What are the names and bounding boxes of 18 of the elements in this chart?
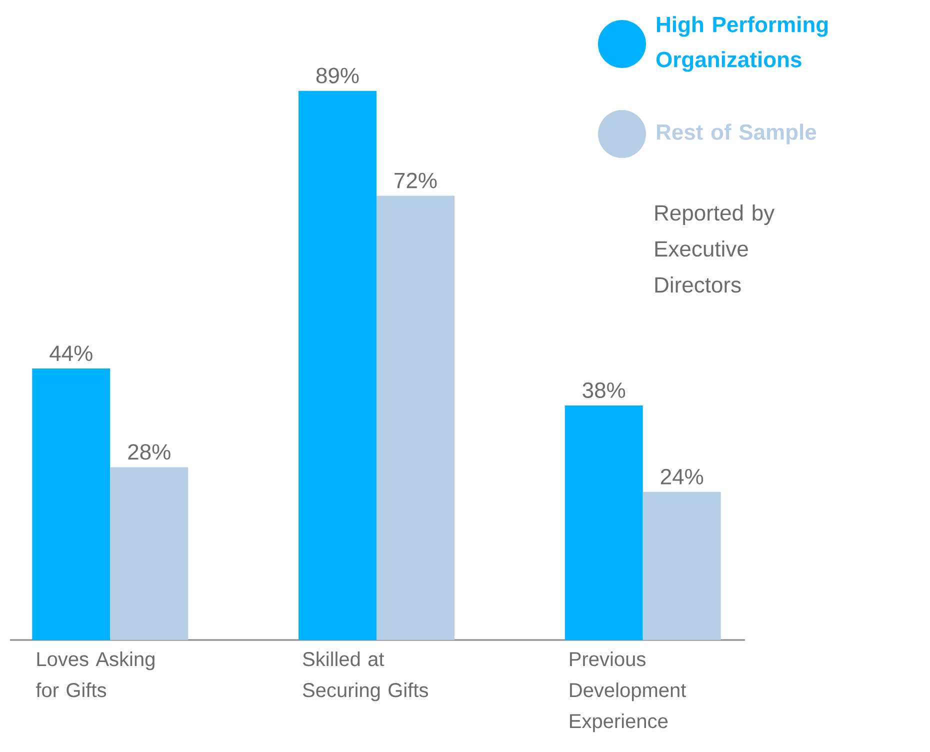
bar (642, 492, 721, 640)
data-label: 44% (50, 346, 92, 361)
legend-label: Rest of Sample (657, 124, 816, 144)
bar (564, 406, 643, 640)
annotation: Reported by Executive Directors (655, 204, 775, 293)
x-tick-label: Loves Asking for Gifts (36, 652, 154, 698)
data-label: 28% (128, 444, 170, 460)
data-label: 24% (660, 468, 704, 484)
data-label: 89% (316, 68, 359, 84)
x-tick-label: Skilled at Securing Gifts (302, 652, 428, 702)
x-tick-label: Previous Development Experience (570, 652, 686, 732)
data-label: 38% (582, 382, 626, 398)
data-label: 72% (394, 172, 437, 188)
legend-label: High Performing Organizations (656, 16, 828, 72)
bar (110, 467, 188, 640)
bar (376, 196, 454, 640)
bar (32, 368, 110, 640)
bar (298, 90, 377, 640)
